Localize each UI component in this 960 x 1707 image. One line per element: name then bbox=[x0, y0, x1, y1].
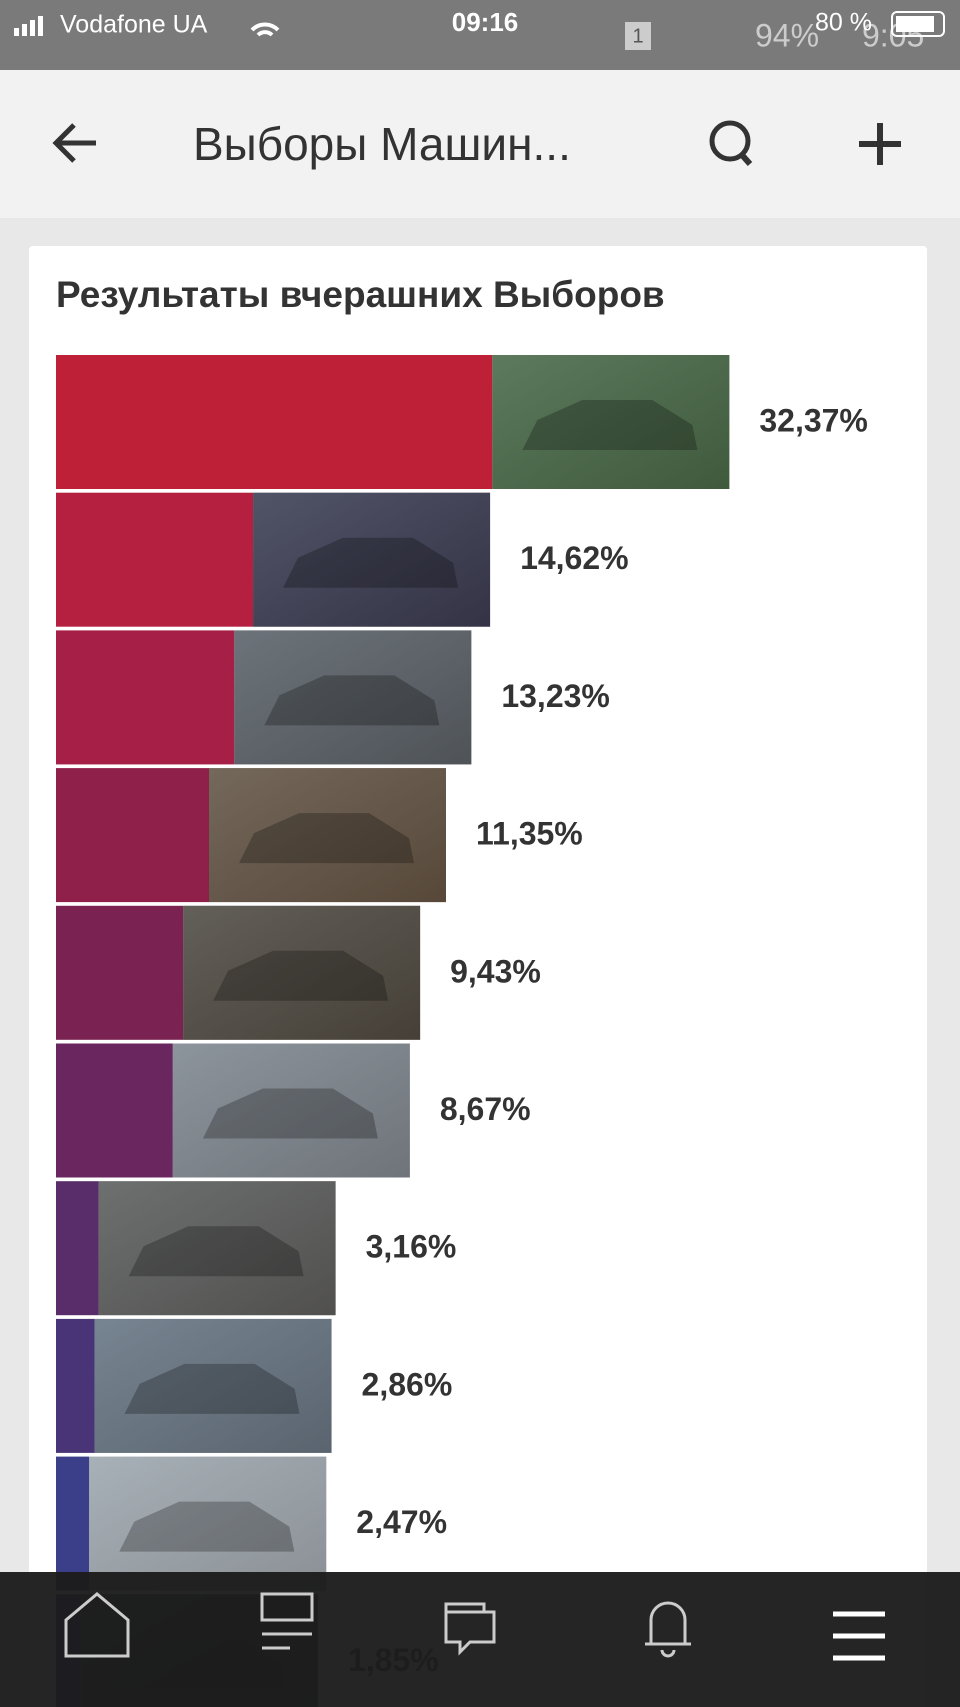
value-label: 2,47% bbox=[356, 1504, 447, 1540]
car-photo-shade bbox=[208, 768, 446, 903]
value-label: 11,35% bbox=[476, 816, 583, 852]
nav-feed[interactable] bbox=[260, 1592, 314, 1650]
value-label: 2,86% bbox=[362, 1366, 453, 1402]
bar bbox=[56, 768, 209, 903]
car-silhouette bbox=[124, 1363, 300, 1414]
value-label: 9,43% bbox=[450, 953, 541, 989]
bar bbox=[56, 1181, 99, 1316]
add-button[interactable] bbox=[859, 123, 901, 165]
value-label: 32,37% bbox=[759, 402, 868, 438]
header-title: Выборы Машин... bbox=[193, 118, 571, 170]
bar bbox=[56, 1456, 90, 1591]
bar bbox=[56, 630, 235, 765]
nav-menu[interactable] bbox=[833, 1611, 885, 1661]
clock: 09:16 bbox=[452, 7, 519, 37]
nav-messages[interactable] bbox=[444, 1602, 496, 1656]
battery-icon bbox=[891, 11, 945, 37]
search-handle bbox=[739, 153, 753, 166]
signal-icon bbox=[14, 16, 43, 36]
car-photo-shade bbox=[234, 630, 472, 765]
sim-icon bbox=[625, 22, 651, 50]
value-label: 3,16% bbox=[366, 1229, 457, 1265]
search-button[interactable] bbox=[709, 120, 751, 162]
car-photo-shade bbox=[89, 1456, 327, 1591]
car-silhouette bbox=[522, 400, 698, 450]
status-bar bbox=[0, 0, 960, 70]
value-label: 14,62% bbox=[520, 540, 629, 576]
bar bbox=[56, 1318, 95, 1453]
bar bbox=[56, 355, 493, 489]
battery-text: 80 % bbox=[815, 9, 872, 37]
car-silhouette bbox=[283, 537, 459, 588]
car-silhouette bbox=[119, 1501, 295, 1552]
car-silhouette bbox=[128, 1226, 304, 1277]
car-silhouette bbox=[264, 675, 440, 726]
bars: 32,37% 14,62% 13,23% 11,35% 9,43% 8,67% 3,16% 2… bbox=[56, 355, 868, 1707]
car-silhouette bbox=[213, 950, 389, 1001]
car-photo-shade bbox=[172, 1043, 410, 1178]
car-photo-shade bbox=[492, 355, 730, 489]
ghost-battery: 94% bbox=[755, 17, 819, 53]
back-button[interactable] bbox=[52, 123, 96, 163]
bar bbox=[56, 905, 184, 1040]
bar bbox=[56, 492, 254, 627]
car-silhouette bbox=[202, 1088, 378, 1139]
value-label: 13,23% bbox=[501, 678, 610, 714]
nav-notifications[interactable] bbox=[645, 1601, 691, 1658]
ghost-sim: 1 bbox=[632, 25, 643, 47]
bar bbox=[56, 1043, 173, 1178]
value-label: 8,67% bbox=[440, 1091, 531, 1127]
nav-home[interactable] bbox=[64, 1592, 130, 1658]
wifi-icon bbox=[250, 22, 280, 37]
car-photo-shade bbox=[94, 1318, 332, 1453]
car-photo-shade bbox=[253, 492, 491, 627]
car-photo-shade bbox=[183, 905, 421, 1040]
car-photo-shade bbox=[98, 1181, 336, 1316]
bottom-nav bbox=[0, 1572, 960, 1707]
carrier: Vodafone UA bbox=[60, 11, 208, 39]
chart-title: Результаты вчерашних Выборов bbox=[56, 274, 665, 315]
app-bar bbox=[0, 70, 960, 218]
nav-bar bbox=[0, 1572, 960, 1707]
car-silhouette bbox=[238, 813, 414, 864]
battery-level bbox=[896, 16, 934, 32]
